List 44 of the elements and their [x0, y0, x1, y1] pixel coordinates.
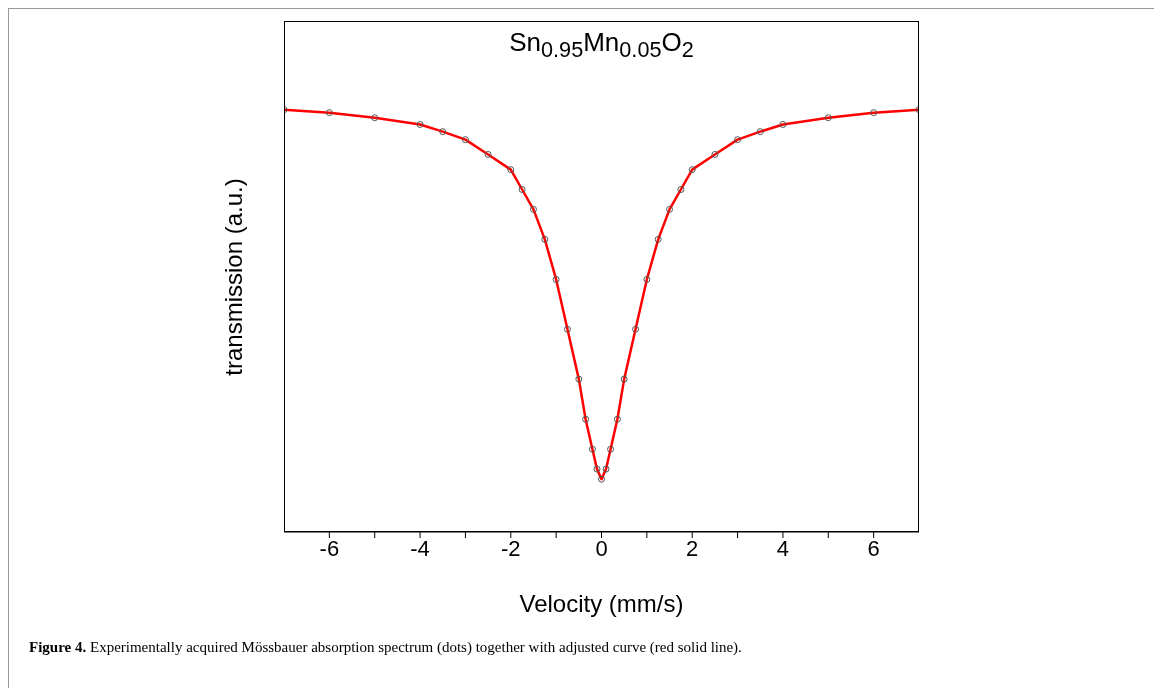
point: [371, 114, 379, 122]
point: [541, 235, 549, 243]
point: [688, 166, 696, 174]
point: [588, 445, 596, 453]
point: [666, 205, 674, 213]
caption: Figure 4. Experimentally acquired Mössbauer absorption spectrum (dots) together with adjusted curve (red solid line).: [29, 639, 742, 656]
point: [779, 120, 787, 128]
point: [734, 136, 742, 144]
point: [439, 128, 447, 136]
y-axis-title: transmission (a.u.): [220, 177, 248, 376]
point: [643, 275, 651, 283]
point: [677, 186, 685, 193]
point: [593, 465, 601, 473]
x-tick-label: 4: [776, 535, 790, 561]
point: [461, 136, 469, 144]
point: [552, 275, 560, 283]
point: [620, 375, 628, 383]
x-tick-label: 6: [867, 535, 880, 561]
point: [756, 128, 764, 136]
point: [602, 465, 610, 473]
x-tick-label: 0: [595, 535, 608, 561]
x-tick-label: -6: [319, 535, 340, 561]
point: [582, 415, 590, 423]
point: [598, 475, 605, 483]
point: [824, 114, 832, 122]
point: [484, 150, 492, 158]
x-tick-label: -2: [501, 535, 521, 561]
point: [416, 120, 424, 128]
x-tick-label: -4: [410, 535, 430, 561]
point: [563, 325, 571, 333]
point: [529, 205, 537, 213]
point: [325, 109, 333, 117]
point: [632, 325, 640, 333]
chart-title: Sn$_{0.95}$Mn$_{0.05}$O$_{2}$: [508, 27, 695, 64]
point: [654, 235, 662, 243]
point: [575, 375, 583, 383]
point: [613, 415, 621, 423]
point: [607, 445, 615, 453]
point: [518, 186, 526, 193]
point: [507, 166, 515, 174]
x-axis-title: Velocity (mm/s): [519, 590, 684, 617]
x-tick-label: 2: [686, 535, 699, 561]
point: [870, 109, 878, 117]
point: [711, 150, 719, 158]
